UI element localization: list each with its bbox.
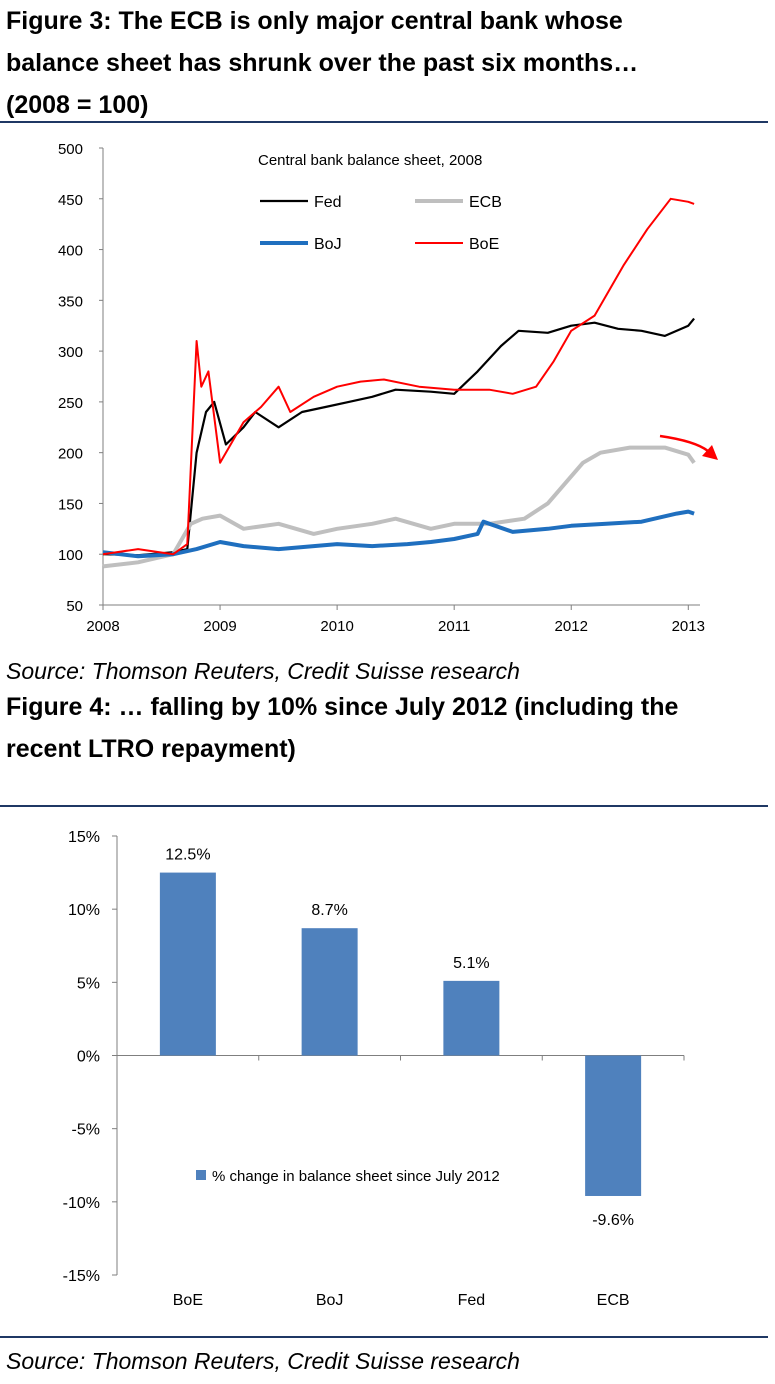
bar-fed — [443, 980, 500, 1056]
y-tick-label: 350 — [58, 293, 83, 310]
y-tick-label: 200 — [58, 446, 83, 463]
figure4-title-line: recent LTRO repayment) — [6, 735, 296, 763]
legend-swatch — [196, 1170, 206, 1180]
legend-label-ecb: ECB — [469, 194, 502, 211]
figure3-title-line: (2008 = 100) — [6, 91, 149, 119]
data-label: 5.1% — [453, 955, 489, 972]
axes: 50 100 150 200 250 300 350 400 450 500 2008 2009 201… — [58, 141, 705, 635]
legend: Central bank balance sheet, 2008 Fed ECB Bo… — [258, 152, 502, 253]
y-tick-label: 10% — [68, 902, 100, 919]
y-tick-label: 400 — [58, 243, 83, 260]
x-tick-label: BoJ — [316, 1292, 344, 1309]
series-line-ecb — [102, 445, 696, 569]
figure4-source: Source: Thomson Reuters, Credit Suisse r… — [6, 1348, 520, 1374]
axes: 15% 10% 5% 0% -5% -10% -15% BoE BoJ Fed ECB — [63, 829, 685, 1309]
figure4-bottom-rule — [0, 1336, 768, 1338]
series-line-fed — [102, 317, 695, 557]
x-tick-label: 2009 — [203, 618, 236, 635]
y-tick-label: 5% — [77, 975, 100, 992]
legend-label-boe: BoE — [469, 236, 499, 253]
series-line-boj — [102, 509, 695, 559]
figure4-top-rule — [0, 805, 768, 807]
data-label: 8.7% — [311, 902, 347, 919]
y-tick-label: 0% — [77, 1049, 100, 1066]
chart-title: Central bank balance sheet, 2008 — [258, 152, 482, 169]
x-tick-label: 2011 — [438, 618, 470, 635]
y-tick-label: -10% — [63, 1195, 100, 1212]
annotation-arrow-head — [702, 445, 718, 460]
bar-boe — [159, 872, 216, 1056]
data-label: 12.5% — [165, 847, 210, 864]
x-tick-label: BoE — [173, 1292, 203, 1309]
y-tick-label: 100 — [58, 547, 83, 564]
x-tick-label: 2010 — [320, 618, 353, 635]
figure3-title-line: Figure 3: The ECB is only major central … — [6, 7, 623, 35]
y-tick-label: 15% — [68, 829, 100, 846]
series-lines — [102, 197, 696, 569]
legend: % change in balance sheet since July 201… — [196, 1168, 500, 1185]
bar-chart: 15% 10% 5% 0% -5% -10% -15% BoE BoJ Fed ECB 12.5% 8… — [63, 829, 685, 1309]
bar-ecb — [585, 1055, 642, 1196]
bar-boj — [301, 928, 358, 1056]
annotation-arrow-shaft — [659, 434, 709, 453]
y-tick-label: 150 — [58, 496, 83, 513]
legend-label-fed: Fed — [314, 194, 342, 211]
y-tick-label: 250 — [58, 395, 83, 412]
figure3-title-line: balance sheet has shrunk over the past s… — [6, 49, 639, 77]
figure3-top-rule — [0, 121, 768, 123]
figure4-title-line: Figure 4: … falling by 10% since July 20… — [6, 693, 679, 721]
y-tick-label: -5% — [72, 1122, 100, 1139]
x-tick-label: Fed — [458, 1292, 486, 1309]
x-tick-label: ECB — [597, 1292, 630, 1309]
x-tick-label: 2012 — [555, 618, 588, 635]
line-chart: 50 100 150 200 250 300 350 400 450 500 2008 2009 201… — [58, 141, 718, 635]
legend-label: % change in balance sheet since July 201… — [212, 1168, 500, 1185]
figure3-source: Source: Thomson Reuters, Credit Suisse r… — [6, 658, 520, 684]
x-tick-label: 2008 — [86, 618, 119, 635]
y-tick-label: 450 — [58, 192, 83, 209]
annotation — [659, 434, 718, 460]
series-line-boe — [102, 197, 695, 556]
y-tick-label: -15% — [63, 1268, 100, 1285]
legend-label-boj: BoJ — [314, 236, 342, 253]
data-label: -9.6% — [592, 1212, 634, 1229]
x-tick-label: 2013 — [672, 618, 705, 635]
y-tick-label: 500 — [58, 141, 83, 158]
y-tick-label: 50 — [66, 598, 83, 615]
y-tick-label: 300 — [58, 344, 83, 361]
bars: 12.5% 8.7% 5.1% -9.6% — [159, 847, 642, 1229]
